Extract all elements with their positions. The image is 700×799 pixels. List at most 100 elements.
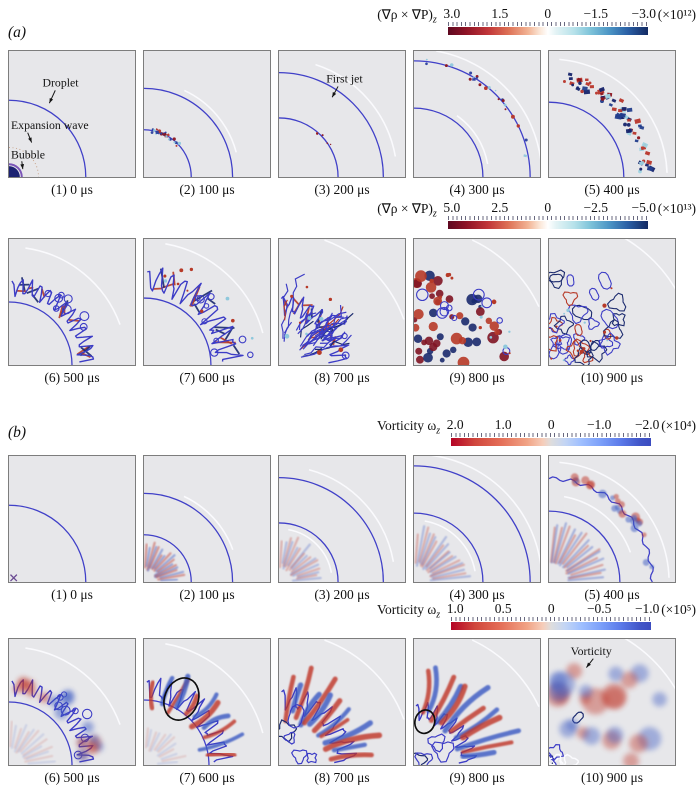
panel-caption: (7) 600 μs xyxy=(179,370,235,385)
colorbar-tick-label: 0 xyxy=(544,6,552,21)
colorbar-baroclinic-torque-1: (∇ρ × ∇P)z 3.0 1.5 0 −1.5 −3.0 (×10¹²) xyxy=(377,6,696,35)
colorbar-tick-label: 0 xyxy=(544,200,552,215)
panel-caption: (3) 200 μs xyxy=(314,182,370,197)
colorbar-tick-label: −1.0 xyxy=(586,417,612,432)
colorbar-title: Vorticity ωz xyxy=(377,602,441,621)
panel-row-b-500-900us: (6) 500 μs (7) 600 μs (8) 700 μs (9) 800 μs… xyxy=(8,638,676,786)
section-label-a: (a) xyxy=(8,24,26,42)
colorbar-tick-label: −0.5 xyxy=(586,601,612,616)
colorbar-minor-ticks xyxy=(451,433,652,437)
simulation-field xyxy=(278,455,406,583)
panel-b2-3: (8) 700 μs xyxy=(278,638,406,786)
panel-caption: (10) 900 μs xyxy=(581,370,643,385)
panel-a2-3: (8) 700 μs xyxy=(278,238,406,386)
panel-row-b-0-400us: (1) 0 μs (2) 100 μs (3) 200 μs (4) 300 μs (5… xyxy=(8,455,676,603)
panel-a2-5: (10) 900 μs xyxy=(548,238,676,386)
panel-b1-4: (4) 300 μs xyxy=(413,455,541,603)
panel-a1-5: (5) 400 μs xyxy=(548,50,676,198)
panel-b2-2: (7) 600 μs xyxy=(143,638,271,786)
colorbar-minor-ticks xyxy=(451,617,652,621)
panel-a2-1: (6) 500 μs xyxy=(8,238,136,386)
panel-caption: (8) 700 μs xyxy=(314,770,370,785)
colorbar-gradient xyxy=(451,622,652,630)
panel-caption: (5) 400 μs xyxy=(584,587,640,602)
colorbar-tick-label: 2.5 xyxy=(491,200,509,215)
colorbar-gradient xyxy=(451,438,652,446)
colorbar-title: (∇ρ × ∇P)z xyxy=(377,201,437,220)
section-label-b-text: (b) xyxy=(8,424,27,441)
panel-a1-4: (4) 300 μs xyxy=(413,50,541,198)
panel-caption: (5) 400 μs xyxy=(584,182,640,197)
colorbar-title: Vorticity ωz xyxy=(377,418,441,437)
colorbar-scale: (×10⁴) xyxy=(661,418,696,433)
panel-caption: (1) 0 μs xyxy=(51,587,93,602)
colorbar-tick-labels: 3.0 1.5 0 −1.5 −3.0 xyxy=(442,6,657,22)
colorbar-tick-label: 0 xyxy=(547,417,555,432)
colorbar-gradient xyxy=(447,27,648,35)
colorbar-tick-label: 3.0 xyxy=(443,6,461,21)
annotation-arrow-icon xyxy=(332,92,337,98)
colorbar-tick-label: −2.5 xyxy=(583,200,609,215)
highlight-ellipse-annotation xyxy=(414,709,436,735)
panel-caption: (7) 600 μs xyxy=(179,770,235,785)
simulation-field xyxy=(8,638,136,766)
panel-row-a-500-900us: (6) 500 μs (7) 600 μs (8) 700 μs (9) 800 μs… xyxy=(8,238,676,386)
colorbar-tick-labels: 1.0 0.5 0 −0.5 −1.0 xyxy=(445,601,660,617)
simulation-field xyxy=(143,238,271,366)
colorbar-scale: (×10¹³) xyxy=(657,201,696,216)
panel-caption: (9) 800 μs xyxy=(449,370,505,385)
panel-caption: (3) 200 μs xyxy=(314,587,370,602)
simulation-field: First jet xyxy=(278,50,406,178)
annotation-arrow-icon xyxy=(586,662,591,668)
colorbar-tick-label: 0.5 xyxy=(494,601,512,616)
simulation-field xyxy=(8,238,136,366)
panel-caption: (6) 500 μs xyxy=(44,770,100,785)
colorbar-title: (∇ρ × ∇P)z xyxy=(377,7,437,26)
panel-annotation-label: Expansion wave xyxy=(11,118,89,132)
panel-caption: (9) 800 μs xyxy=(449,770,505,785)
colorbar-tick-labels: 2.0 1.0 0 −1.0 −2.0 xyxy=(445,417,660,433)
panel-caption: (10) 900 μs xyxy=(581,770,643,785)
colorbar-tick-label: −3.0 xyxy=(631,6,657,21)
panel-a2-2: (7) 600 μs xyxy=(143,238,271,386)
simulation-field xyxy=(413,238,541,366)
annotation-arrow-icon xyxy=(28,137,32,143)
simulation-field xyxy=(548,455,676,583)
highlight-ellipse-annotation xyxy=(163,677,200,721)
colorbar-tick-label: 1.5 xyxy=(491,6,509,21)
section-label-b: (b) xyxy=(8,424,26,442)
simulation-field xyxy=(413,455,541,583)
colorbar-tick-label: −5.0 xyxy=(631,200,657,215)
simulation-field xyxy=(8,455,136,583)
panel-b1-1: (1) 0 μs xyxy=(8,455,136,603)
panel-b2-1: (6) 500 μs xyxy=(8,638,136,786)
simulation-field xyxy=(278,638,406,766)
colorbar-minor-ticks xyxy=(447,22,648,26)
panel-a1-2: (2) 100 μs xyxy=(143,50,271,198)
simulation-field xyxy=(278,238,406,366)
simulation-field xyxy=(143,50,271,178)
panel-a2-4: (9) 800 μs xyxy=(413,238,541,386)
section-label-a-text: (a) xyxy=(8,24,27,41)
simulation-field: Vorticity xyxy=(548,638,676,766)
panel-row-a-0-400us: Droplet Expansion wave Bubble (1) 0 μs (2) 1… xyxy=(8,50,676,198)
panel-b1-5: (5) 400 μs xyxy=(548,455,676,603)
simulation-field xyxy=(413,638,541,766)
panel-a1-1: Droplet Expansion wave Bubble (1) 0 μs xyxy=(8,50,136,198)
panel-caption: (8) 700 μs xyxy=(314,370,370,385)
colorbar-tick-label: 1.0 xyxy=(494,417,512,432)
simulation-field xyxy=(548,238,676,366)
colorbar-baroclinic-torque-2: (∇ρ × ∇P)z 5.0 2.5 0 −2.5 −5.0 (×10¹³) xyxy=(377,200,696,229)
colorbar-tick-label: −1.0 xyxy=(634,601,660,616)
simulation-field: Droplet Expansion wave Bubble xyxy=(8,50,136,178)
panel-b1-2: (2) 100 μs xyxy=(143,455,271,603)
panel-caption: (4) 300 μs xyxy=(449,587,505,602)
simulation-field xyxy=(413,50,541,178)
colorbar-vorticity-2: Vorticity ωz 1.0 0.5 0 −0.5 −1.0 (×10⁵) xyxy=(377,601,696,630)
annotation-arrow-icon xyxy=(20,164,25,170)
panel-annotation-label: Droplet xyxy=(42,75,79,89)
colorbar-tick-label: 2.0 xyxy=(446,417,464,432)
colorbar-minor-ticks xyxy=(447,216,648,220)
colorbar-tick-labels: 5.0 2.5 0 −2.5 −5.0 xyxy=(442,200,657,216)
